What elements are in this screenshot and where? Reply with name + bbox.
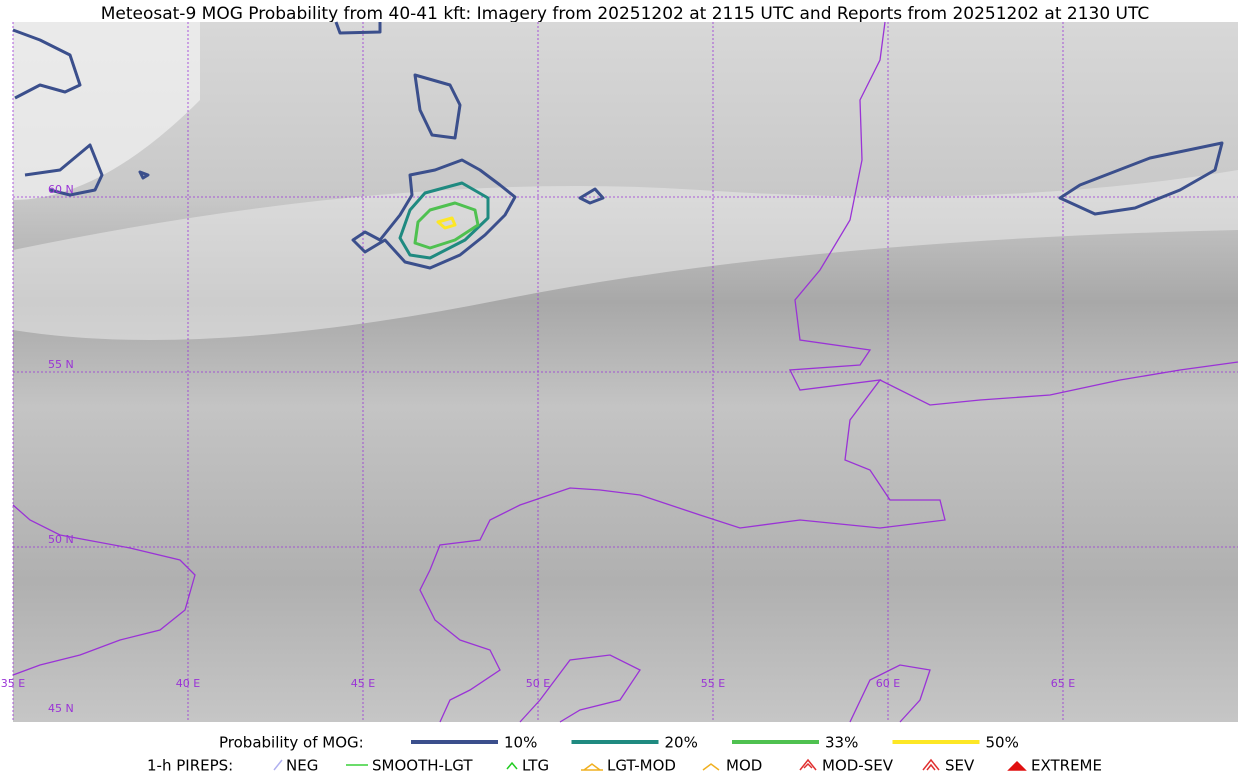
coastline — [879, 361, 1239, 406]
contour-10 — [12, 28, 82, 100]
contour-33 — [413, 201, 480, 250]
pirep-label: LTG — [522, 757, 549, 775]
pirep-label: MOD — [726, 757, 762, 775]
contour-10 — [138, 21, 605, 205]
legend-title: Probability of MOG: — [219, 734, 364, 752]
pirep-icon — [1007, 760, 1027, 771]
graticule — [12, 22, 1238, 722]
pirep-label: MOD-SEV — [822, 757, 894, 775]
coastline — [519, 654, 641, 723]
lat-label: 55 N — [48, 358, 74, 371]
pirep-icon — [702, 763, 720, 771]
pirep-label: EXTREME — [1031, 757, 1102, 775]
cloud-area — [13, 22, 200, 200]
coastline — [419, 21, 946, 723]
lon-label: 45 E — [351, 677, 375, 690]
legend: Probability of MOG: 10% 20% 33% 50% 1-h PIREP… — [147, 734, 1102, 775]
pirep-icon — [506, 761, 518, 770]
lon-label: 40 E — [176, 677, 200, 690]
pirep-label: NEG — [286, 757, 318, 775]
mog-contours — [12, 21, 1224, 270]
contour-10 — [413, 73, 462, 140]
lon-label: 60 E — [876, 677, 900, 690]
lon-label: 50 E — [526, 677, 550, 690]
graticule-labels: 60 N 55 N 50 N 45 N 35 E 40 E 45 E 50 E 55 E 60 E… — [1, 183, 1075, 715]
contour-10 — [1058, 141, 1224, 216]
contour-10 — [24, 143, 104, 197]
pirep-icon — [581, 763, 603, 771]
pirep-label: LGT-MOD — [607, 757, 676, 775]
legend-label: 33% — [825, 734, 858, 752]
lat-label: 60 N — [48, 183, 74, 196]
pirep-icon — [922, 758, 940, 771]
lon-label: 35 E — [1, 677, 25, 690]
contour-10 — [351, 158, 517, 270]
coastlines — [12, 21, 1239, 723]
lat-label: 50 N — [48, 533, 74, 546]
coastline — [12, 504, 196, 676]
legend-label: 50% — [986, 734, 1019, 752]
pirep-title: 1-h PIREPS: — [147, 757, 233, 775]
coastline — [849, 664, 931, 723]
lat-label: 45 N — [48, 702, 74, 715]
pirep-icon — [799, 758, 817, 771]
contour-20 — [398, 181, 490, 260]
lon-label: 55 E — [701, 677, 725, 690]
pirep-label: SMOOTH-LGT — [372, 757, 473, 775]
legend-label: 10% — [504, 734, 537, 752]
map-title: Meteosat-9 MOG Probability from 40-41 kf… — [101, 4, 1150, 24]
contour-50 — [436, 216, 457, 230]
legend-label: 20% — [665, 734, 698, 752]
cloud-band — [13, 170, 1238, 340]
pirep-label: SEV — [945, 757, 975, 775]
pirep-icon — [273, 759, 283, 771]
lon-label: 65 E — [1051, 677, 1075, 690]
